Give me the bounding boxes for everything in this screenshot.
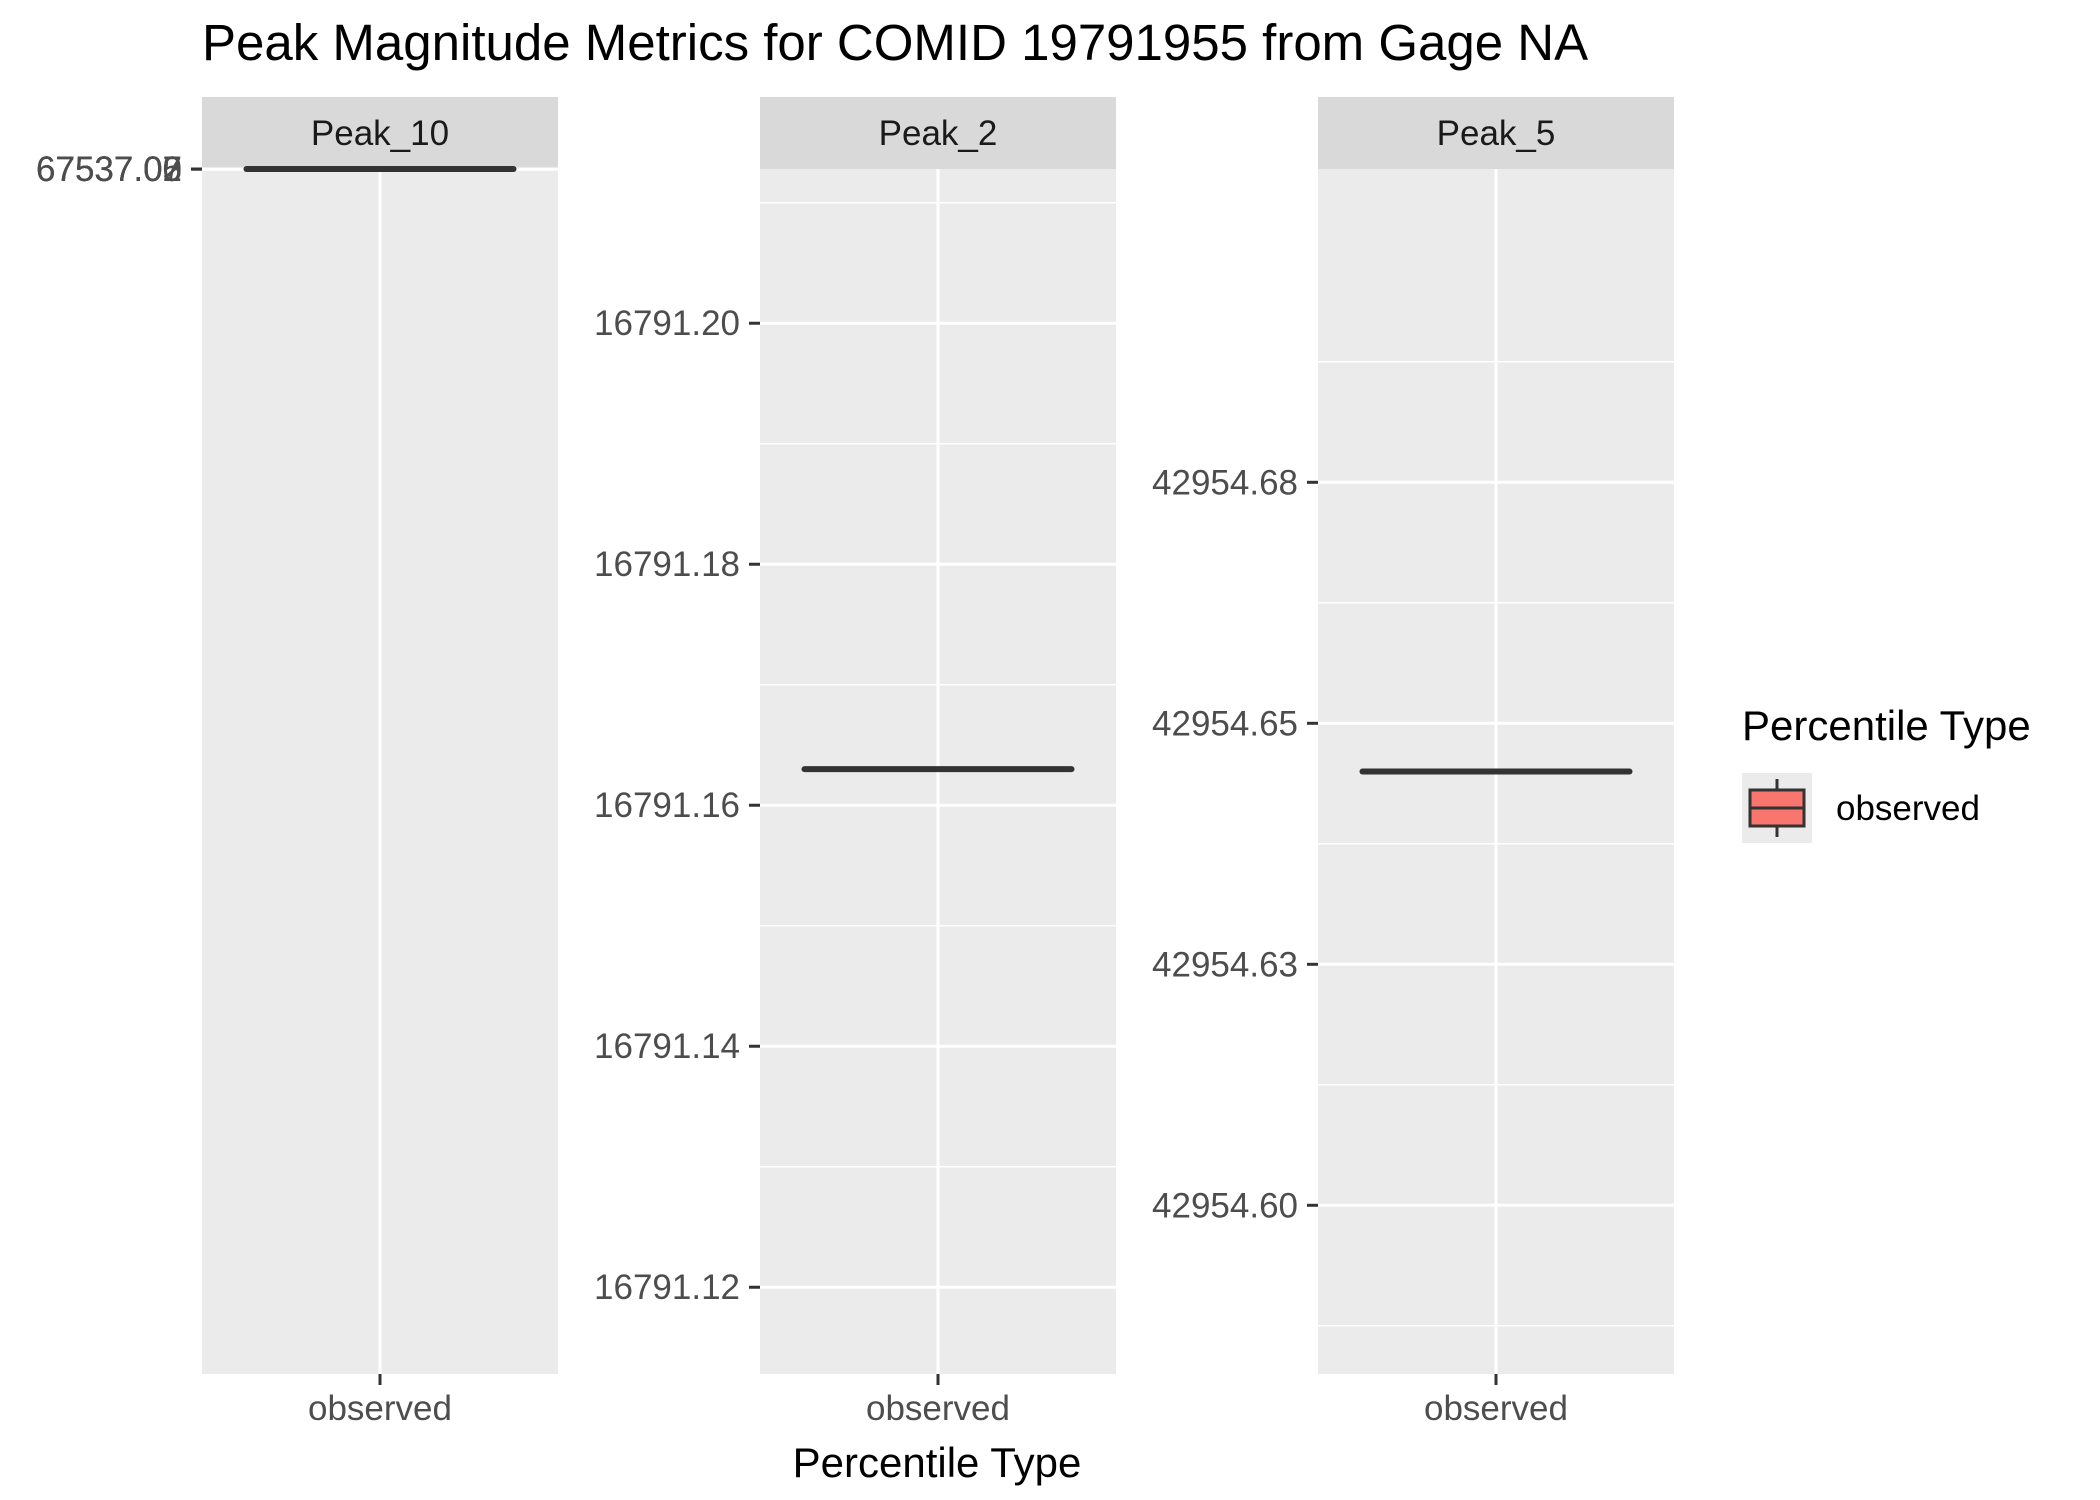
y-tick-label: 16791.14 <box>594 1027 740 1066</box>
facet-peak-5: Peak_5 42954.60 42954.63 42954.65 42954.68 ob… <box>1152 97 1674 1428</box>
y-tick-label: 67537.07 <box>36 150 182 189</box>
facet-strip <box>1318 97 1674 169</box>
facet-strip-label: Peak_2 <box>879 114 998 153</box>
legend-title: Percentile Type <box>1742 702 2031 749</box>
y-tick-label: 42954.68 <box>1152 463 1298 502</box>
y-tick-label: 16791.20 <box>594 304 740 343</box>
y-tick-label: 42954.63 <box>1152 945 1298 984</box>
y-tick-label: 42954.60 <box>1152 1186 1298 1225</box>
y-tick-label: 67537.00 <box>36 150 182 189</box>
facet-strip-label: Peak_5 <box>1437 114 1556 153</box>
facet-strip <box>760 97 1116 169</box>
y-tick-label: 42954.65 <box>1152 704 1298 743</box>
x-axis-title: Percentile Type <box>793 1439 1082 1486</box>
legend-entries: observed <box>1742 773 1980 843</box>
y-tick-label: 67537.02 <box>36 150 182 189</box>
facet-strip <box>202 97 558 169</box>
x-tick-label: observed <box>866 1389 1010 1428</box>
x-tick-label: observed <box>308 1389 452 1428</box>
y-tick-label: 16791.12 <box>594 1268 740 1307</box>
legend-label: observed <box>1836 789 1980 828</box>
x-tick-label: observed <box>1424 1389 1568 1428</box>
legend: Percentile Type observed <box>1742 702 2031 843</box>
facet-peak-2: Peak_2 16791.12 16791.14 16791.16 16791.18 16… <box>594 97 1116 1428</box>
chart-title: Peak Magnitude Metrics for COMID 1979195… <box>202 14 1588 71</box>
y-tick-label: 16791.18 <box>594 545 740 584</box>
y-tick-label: 16791.16 <box>594 786 740 825</box>
y-tick-label: 67537.05 <box>36 150 182 189</box>
facet-strip-label: Peak_10 <box>311 114 449 153</box>
